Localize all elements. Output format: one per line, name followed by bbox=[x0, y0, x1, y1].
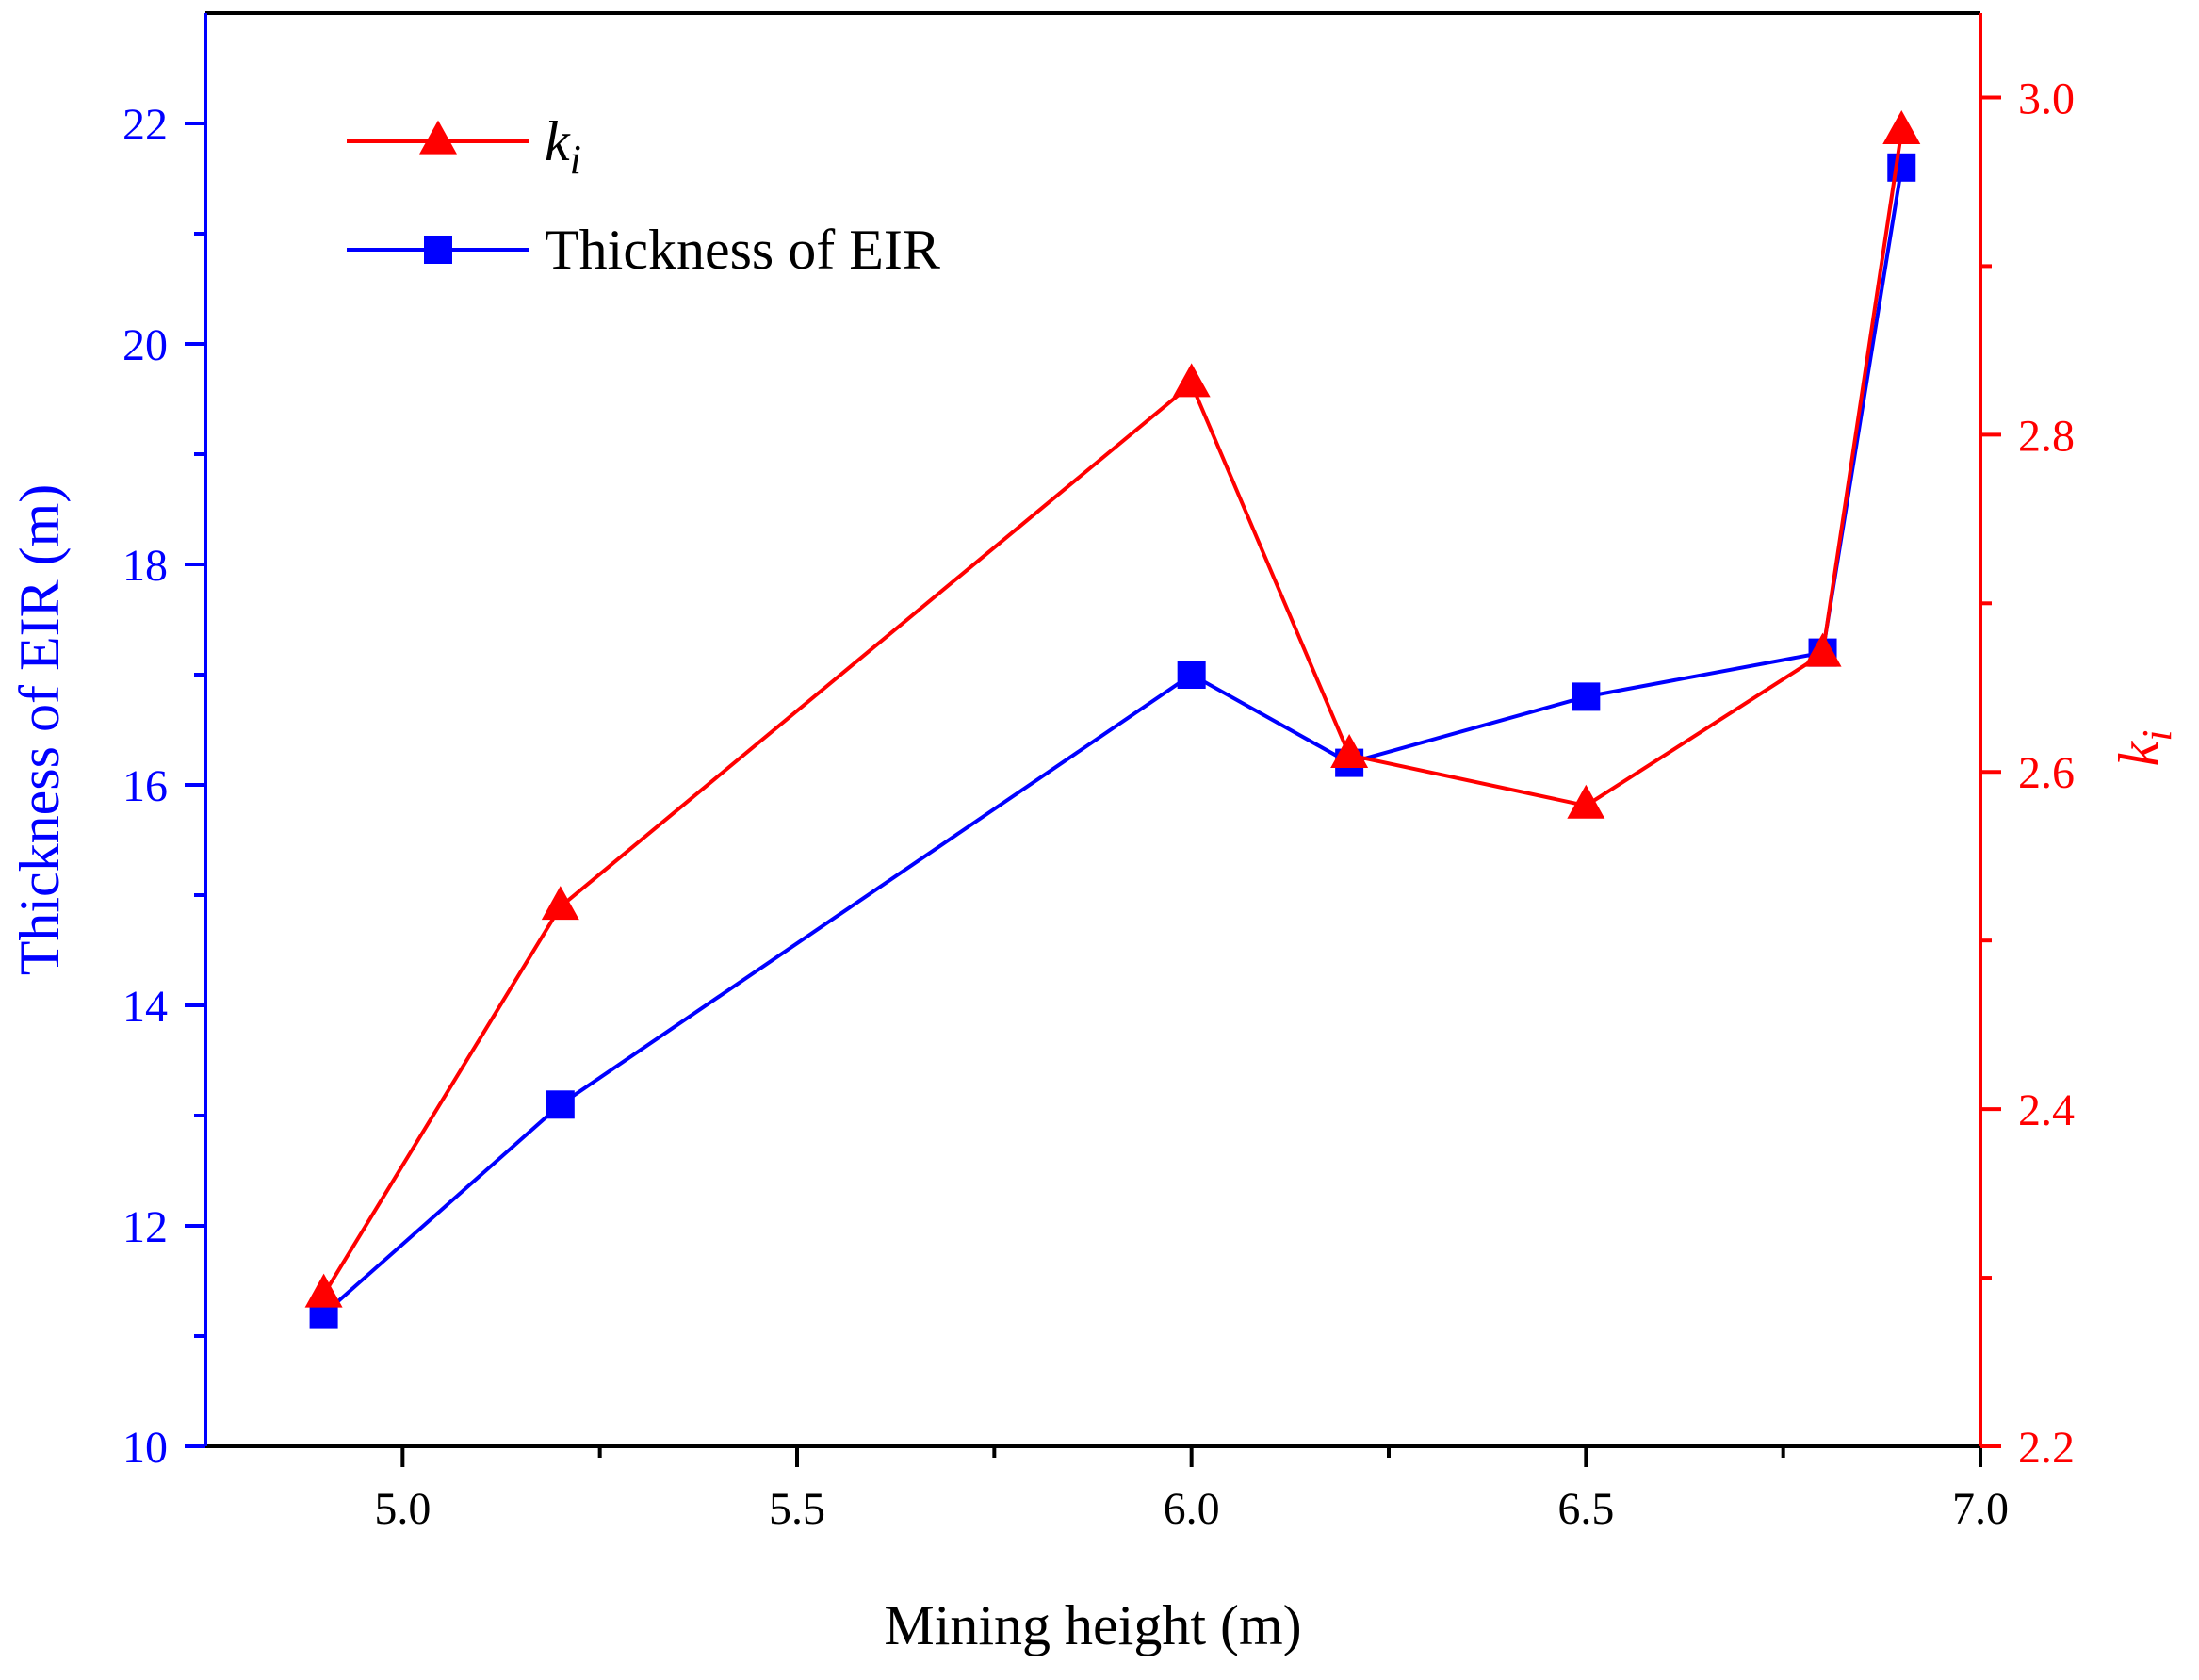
left-y-tick-label: 16 bbox=[122, 761, 168, 811]
left-y-axis-title: Thickness of EIR (m) bbox=[8, 484, 71, 976]
x-tick-label: 7.0 bbox=[1952, 1484, 2009, 1534]
axis-titles: Mining height (m) Thickness of EIR (m) k… bbox=[8, 484, 2180, 1656]
x-axis-title: Mining height (m) bbox=[884, 1594, 1301, 1656]
series-ki bbox=[304, 109, 1921, 1308]
axes-layer: 5.0 5.5 6.0 6.5 7.0 10 12 14 16 18 20 22 2.2 2.4 2.6 2.… bbox=[122, 11, 2075, 1534]
series-line-ki bbox=[321, 130, 1904, 1296]
right-y-tick-label: 3.0 bbox=[2018, 73, 2075, 123]
right-y-tick-label: 2.2 bbox=[2018, 1423, 2075, 1473]
right-y-tick-label: 2.6 bbox=[2018, 748, 2075, 798]
data-point-ki bbox=[1172, 363, 1211, 398]
legend-marker-ki bbox=[419, 120, 457, 155]
legend-label-ki: ki bbox=[545, 110, 581, 183]
legend-label-subscript: i bbox=[570, 137, 581, 183]
series-line-thickness-of-eir bbox=[322, 167, 1904, 1316]
right-y-axis-title-subscript: i bbox=[2134, 730, 2180, 742]
x-tick-label: 6.5 bbox=[1557, 1484, 1614, 1534]
data-point-thickness-of-eir bbox=[1177, 661, 1206, 689]
right-y-axis-title: ki bbox=[2108, 730, 2180, 767]
left-y-tick-label: 22 bbox=[122, 100, 168, 150]
legend-entry-thickness-of-eir: Thickness of EIR bbox=[347, 219, 940, 281]
left-y-tick-label: 10 bbox=[122, 1423, 168, 1473]
legend-entry-ki: ki bbox=[347, 110, 581, 183]
data-point-ki bbox=[1567, 784, 1605, 819]
right-y-tick-label: 2.8 bbox=[2018, 411, 2075, 461]
left-y-tick-label: 18 bbox=[122, 541, 168, 591]
legend-label-thickness-of-eir: Thickness of EIR bbox=[545, 219, 940, 281]
legend: ki Thickness of EIR bbox=[347, 110, 940, 281]
left-y-tick-label: 20 bbox=[122, 320, 168, 370]
legend-label-base: k bbox=[545, 110, 571, 172]
data-point-thickness-of-eir bbox=[1572, 682, 1601, 711]
right-y-tick-label: 2.4 bbox=[2018, 1085, 2075, 1135]
data-point-ki bbox=[1803, 632, 1842, 667]
legend-marker-thickness-of-eir bbox=[424, 236, 452, 264]
series-layer bbox=[304, 109, 1921, 1329]
data-point-ki bbox=[541, 886, 579, 921]
right-y-axis-title-base: k bbox=[2108, 740, 2170, 766]
left-y-tick-label: 12 bbox=[122, 1202, 168, 1252]
left-y-tick-label: 14 bbox=[122, 982, 168, 1032]
x-tick-label: 6.0 bbox=[1164, 1484, 1220, 1534]
data-point-ki bbox=[1330, 734, 1369, 769]
x-tick-label: 5.5 bbox=[769, 1484, 825, 1534]
data-point-thickness-of-eir bbox=[1887, 153, 1916, 182]
x-tick-label: 5.0 bbox=[374, 1484, 431, 1534]
data-point-ki bbox=[304, 1273, 343, 1308]
data-point-ki bbox=[1882, 109, 1921, 144]
data-point-thickness-of-eir bbox=[546, 1090, 575, 1119]
series-thickness-of-eir bbox=[309, 153, 1916, 1329]
